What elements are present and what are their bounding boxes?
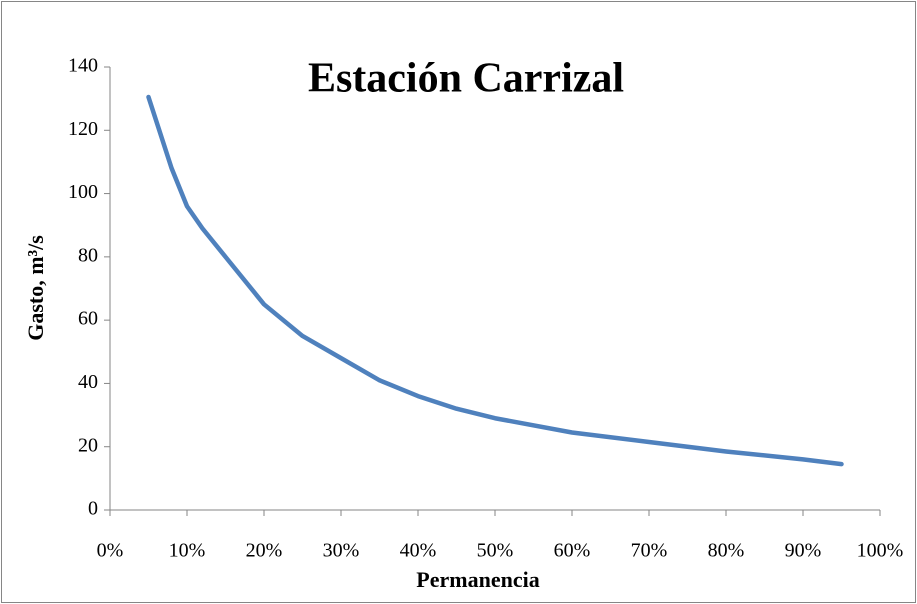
x-tick-label: 80% [708, 540, 745, 562]
x-tick-label: 100% [857, 540, 904, 562]
x-tick-label: 90% [785, 540, 822, 562]
x-tick-label: 30% [323, 540, 360, 562]
x-tick-label: 60% [554, 540, 591, 562]
x-axis-label: Permanencia [416, 567, 539, 592]
data-line [146, 94, 844, 467]
y-tick-label: 60 [78, 308, 98, 330]
y-tick-label: 20 [78, 434, 98, 456]
x-tick-label: 50% [477, 540, 514, 562]
y-axis-label: Gasto, m³/s [23, 235, 48, 341]
y-tick-label: 80 [78, 244, 98, 266]
y-tick-label: 40 [78, 371, 98, 393]
x-tick-label: 10% [169, 540, 206, 562]
x-tick-label: 40% [400, 540, 437, 562]
y-tick-label: 140 [68, 55, 98, 77]
x-tick-label: 70% [631, 540, 668, 562]
chart-title: Estación Carrizal [308, 56, 624, 102]
x-tick-label: 20% [246, 540, 283, 562]
y-tick-label: 0 [88, 498, 98, 520]
x-tick-label: 0% [97, 540, 124, 562]
y-tick-label: 100 [68, 181, 98, 203]
y-tick-label: 120 [68, 118, 98, 140]
